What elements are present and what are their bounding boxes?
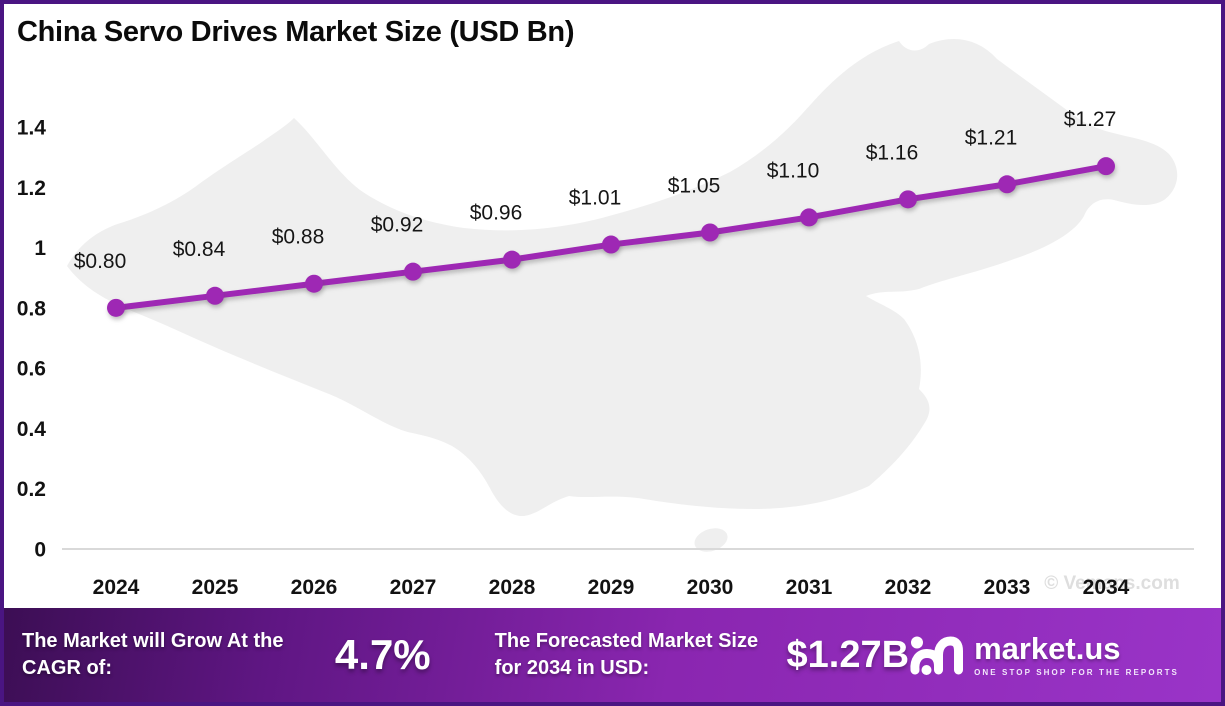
data-point-marker (1097, 157, 1115, 176)
y-tick-label: 1 (34, 237, 46, 260)
data-point-label: $0.88 (272, 226, 325, 249)
data-point-label: $1.10 (767, 159, 820, 182)
chart-title: China Servo Drives Market Size (USD Bn) (17, 16, 575, 48)
y-tick-label: 1.2 (17, 177, 46, 200)
chart-area: © Vemaps.com 0 0.2 0.4 0.6 0.8 1 1.2 1.4 2024 202… (4, 4, 1221, 608)
market-us-logo-icon (910, 636, 964, 675)
x-tick-label: 2028 (489, 576, 536, 599)
data-point-marker (899, 190, 917, 209)
y-tick-label: 0.6 (17, 358, 46, 381)
brand-name: market.us (974, 631, 1121, 666)
data-point-label: $1.21 (965, 126, 1018, 149)
data-point-marker (701, 223, 719, 242)
y-tick-label: 0.4 (17, 418, 47, 441)
y-tick-label: 0.2 (17, 478, 46, 501)
x-tick-label: 2032 (885, 576, 932, 599)
x-tick-label: 2024 (93, 576, 140, 599)
brand-logo: market.us ONE STOP SHOP FOR THE REPORTS (909, 633, 1179, 677)
x-tick-label: 2030 (687, 576, 734, 599)
data-point-label: $0.80 (74, 250, 127, 273)
data-point-marker (206, 286, 224, 305)
x-tick-label: 2026 (291, 576, 338, 599)
map-watermark: © Vemaps.com (1044, 573, 1179, 594)
data-point-label: $0.92 (371, 214, 424, 237)
y-tick-label: 0 (34, 539, 46, 562)
data-point-marker (503, 250, 521, 269)
data-point-marker (998, 175, 1016, 194)
forecast-value: $1.27B (786, 633, 910, 676)
data-point-label: $0.84 (173, 238, 226, 261)
data-point-label: $1.27 (1064, 108, 1117, 131)
footer-banner: The Market will Grow At the CAGR of: 4.7… (4, 608, 1221, 702)
data-point-marker (602, 235, 620, 254)
y-tick-label: 0.8 (17, 297, 47, 320)
x-tick-label: 2029 (588, 576, 635, 599)
x-tick-label: 2033 (984, 576, 1031, 599)
data-point-marker (800, 208, 818, 227)
data-point-label: $1.05 (668, 175, 721, 198)
x-tick-label: 2025 (192, 576, 239, 599)
china-map-silhouette (67, 39, 1178, 552)
data-point-label: $0.96 (470, 202, 523, 225)
cagr-label: The Market will Grow At the CAGR of: (22, 630, 284, 679)
data-point-label: $1.01 (569, 187, 622, 210)
data-point-marker (404, 262, 422, 281)
y-tick-label: 1.4 (17, 117, 47, 140)
data-point-marker (305, 274, 323, 293)
cagr-value: 4.7% (334, 631, 431, 678)
x-tick-label: 2034 (1083, 576, 1130, 599)
data-point-label: $1.16 (866, 141, 919, 164)
forecast-label: The Forecasted Market Size for 2034 in U… (494, 630, 759, 679)
x-tick-label: 2031 (786, 576, 833, 599)
data-point-marker (107, 298, 125, 317)
line-chart: © Vemaps.com 0 0.2 0.4 0.6 0.8 1 1.2 1.4 2024 202… (17, 39, 1194, 599)
x-tick-label: 2027 (390, 576, 437, 599)
brand-tagline: ONE STOP SHOP FOR THE REPORTS (974, 668, 1179, 677)
